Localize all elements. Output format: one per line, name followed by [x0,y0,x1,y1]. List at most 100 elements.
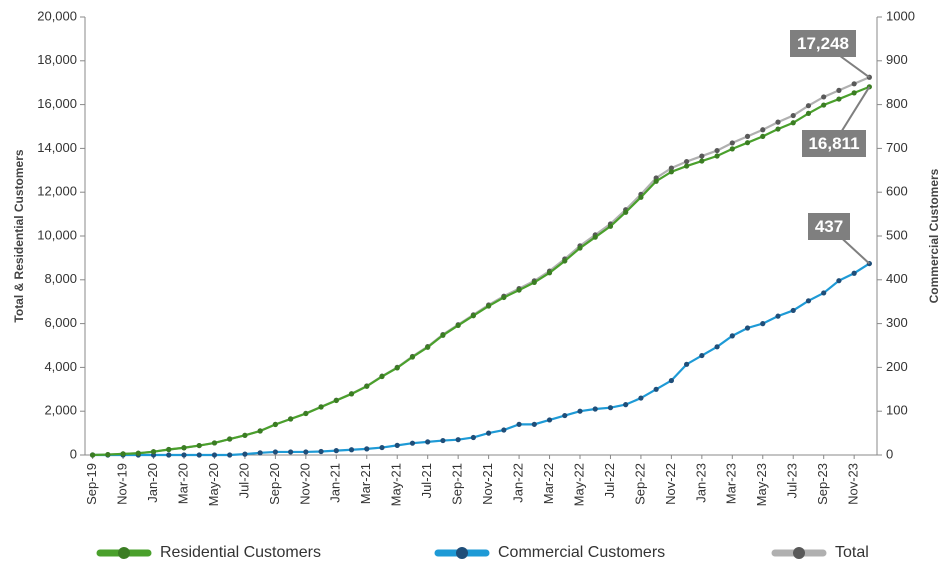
x-tick-label: Nov-21 [480,463,495,505]
y-tick-label: 8,000 [44,271,77,286]
y-tick-label: 18,000 [37,52,77,67]
y2-axis-title: Commercial Customers [927,168,941,303]
x-tick-label: Jul-20 [236,463,251,498]
callout-label: 16,811 [808,134,859,153]
y-tick-label: 2,000 [44,403,77,418]
x-tick-label: Jan-23 [693,463,708,503]
data-point [318,448,324,455]
data-point [211,440,218,446]
data-point [836,87,842,93]
data-point [851,90,857,96]
y-tick-label: 14,000 [37,140,77,155]
data-point [790,120,796,126]
data-point [425,439,431,445]
data-point [90,452,96,458]
x-tick-label: Jan-20 [145,463,160,503]
legend-marker [118,547,130,559]
y2-tick-label: 500 [886,227,908,242]
data-point [531,279,537,286]
data-point [729,146,735,152]
data-point [348,447,355,453]
data-point [714,153,720,159]
data-point [546,270,553,276]
series-line [92,262,870,457]
y2-tick-label: 1000 [886,8,915,23]
data-point [501,427,507,433]
data-point [684,163,690,169]
data-point [821,94,827,100]
data-point [653,386,659,392]
data-point [288,449,294,455]
data-point [836,96,842,102]
y2-tick-label: 800 [886,96,908,111]
data-point [120,451,126,457]
data-point [105,451,111,458]
data-point [744,140,751,146]
legend-marker [793,547,805,559]
data-point [653,178,659,184]
x-tick-label: Nov-22 [663,463,678,505]
y2-tick-label: 400 [886,271,908,286]
legend-label: Total [835,544,869,561]
data-point [760,321,766,327]
data-point [821,290,827,296]
x-tick-label: Jan-22 [511,463,526,503]
data-point [607,223,614,229]
data-point [775,313,781,319]
callout-label: 17,248 [797,34,849,53]
data-point [196,452,202,458]
data-point [272,449,278,455]
data-point [181,452,187,458]
data-point [348,391,355,397]
y-tick-label: 10,000 [37,227,77,242]
data-point [470,434,476,441]
series-line [92,76,870,457]
data-point [486,430,492,436]
data-point [486,303,492,309]
x-tick-label: Sep-19 [84,463,99,505]
data-point [166,446,172,453]
x-tick-label: Nov-19 [115,463,130,505]
data-point [196,442,202,449]
data-point [775,126,781,132]
data-point [318,404,324,410]
data-point [211,452,218,458]
data-point [242,432,248,438]
data-point [638,395,644,401]
data-point [501,294,507,301]
data-point [516,287,522,293]
data-point [257,428,263,434]
data-point [760,127,766,133]
y2-tick-label: 300 [886,315,908,330]
x-tick-label: Nov-20 [297,463,312,505]
y2-tick-label: 100 [886,403,908,418]
x-tick-label: Jan-21 [328,463,343,503]
x-tick-label: Sep-20 [267,463,282,505]
legend-label: Commercial Customers [498,544,665,561]
data-point [562,258,568,264]
y-tick-label: 16,000 [37,96,77,111]
data-point [623,209,629,215]
data-point [516,421,522,427]
y2-tick-label: 200 [886,359,908,374]
data-point [668,377,674,384]
callout-box [808,213,850,240]
data-point [333,397,339,404]
data-point [821,102,827,108]
data-point [744,325,751,331]
data-point [531,421,537,427]
data-point [303,410,309,417]
x-tick-label: Sep-22 [632,463,647,505]
data-point [851,81,857,87]
x-tick-label: Sep-23 [815,463,830,505]
x-tick-label: Mar-20 [175,463,190,504]
series-line [92,85,870,457]
data-point [150,449,157,455]
y2-tick-label: 0 [886,446,893,461]
data-point [379,444,385,451]
x-tick-label: Jul-21 [419,463,434,498]
data-point [577,245,583,251]
data-point [455,437,461,443]
